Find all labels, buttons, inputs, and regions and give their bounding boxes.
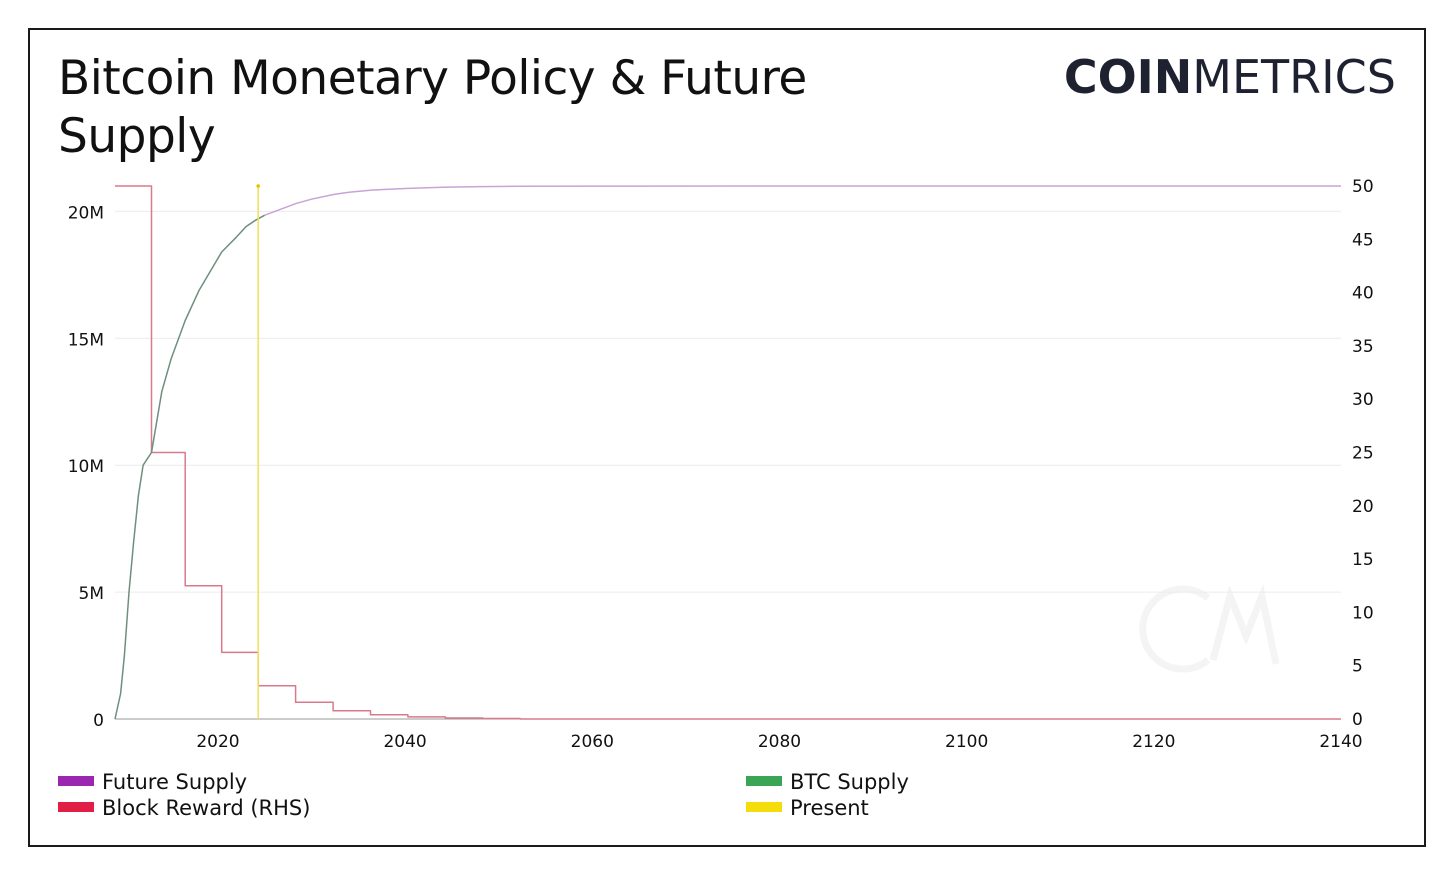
y-right-tick-label: 50	[1352, 177, 1374, 197]
x-tick-label: 2040	[383, 732, 426, 752]
legend-swatch-btc-supply	[746, 776, 782, 786]
logo-text-bold: COIN	[1063, 50, 1193, 104]
legend-block-reward: Block Reward (RHS)	[58, 795, 310, 821]
legend-label-btc-supply: BTC Supply	[790, 770, 909, 794]
x-tick-label: 2020	[196, 732, 239, 752]
cm-watermark-icon	[1139, 583, 1280, 673]
legend-present: Present	[746, 795, 869, 821]
chart-title: Bitcoin Monetary Policy & Future Supply	[58, 51, 807, 164]
legend-label-future-supply: Future Supply	[102, 770, 248, 794]
future-supply-line	[264, 185, 1341, 216]
x-tick-label: 2140	[1319, 732, 1362, 752]
x-tick-label: 2080	[758, 732, 801, 752]
chart-frame	[28, 28, 1426, 847]
y-right-tick-label: 10	[1352, 603, 1374, 623]
y-right-tick-label: 40	[1352, 284, 1374, 304]
y-right-tick-label: 15	[1352, 550, 1374, 570]
y-right-tick-label: 45	[1352, 230, 1374, 250]
legend-btc-supply: BTC Supply	[746, 769, 909, 795]
y-right-tick-label: 5	[1352, 657, 1363, 677]
y-left-tick-label: 10M	[68, 457, 104, 477]
y-right-tick-label: 25	[1352, 444, 1374, 464]
coinmetrics-logo: COINMETRICS	[1064, 52, 1396, 102]
y-left-tick-label: 0	[93, 711, 104, 731]
block-reward-line	[115, 185, 1341, 720]
legend-label-block-reward: Block Reward (RHS)	[102, 796, 311, 820]
y-left-tick-label: 15M	[68, 330, 104, 350]
x-tick-label: 2120	[1132, 732, 1175, 752]
y-right-tick-label: 35	[1352, 337, 1374, 357]
present-marker-dot	[256, 184, 260, 188]
legend-swatch-present	[746, 802, 782, 812]
y-right-tick-label: 20	[1352, 497, 1374, 517]
legend-swatch-future-supply	[58, 776, 94, 786]
x-tick-label: 2060	[571, 732, 614, 752]
legend-label-present: Present	[790, 796, 869, 820]
y-right-tick-label: 30	[1352, 390, 1374, 410]
y-left-tick-label: 20M	[68, 203, 104, 223]
legend-swatch-block-reward	[58, 802, 94, 812]
logo-text-thin: METRICS	[1192, 50, 1396, 104]
x-tick-label: 2100	[945, 732, 988, 752]
btc-supply-line	[114, 214, 266, 720]
legend-future-supply: Future Supply	[58, 769, 247, 795]
y-right-tick-label: 0	[1352, 710, 1363, 730]
y-left-tick-label: 5M	[79, 584, 104, 604]
